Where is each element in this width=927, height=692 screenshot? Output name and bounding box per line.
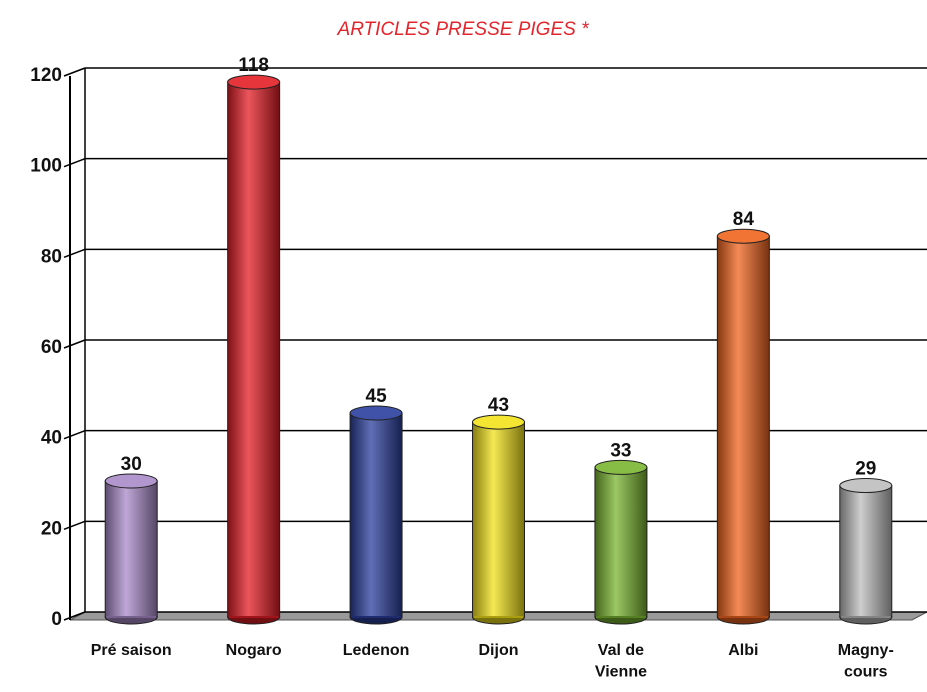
bar (349, 412, 403, 618)
bar-top (716, 228, 770, 244)
y-tick-label: 80 (41, 246, 62, 267)
value-label: 45 (366, 386, 388, 407)
bar (716, 235, 770, 618)
value-label: 30 (121, 454, 142, 475)
value-label: 118 (238, 55, 269, 76)
bar (839, 485, 893, 618)
x-tick-label: Magny-cours (838, 642, 894, 681)
bar-top (594, 459, 648, 475)
tick-mark (63, 520, 86, 531)
tick-mark (63, 67, 86, 77)
bar-top (104, 473, 158, 489)
x-tick-label: Ledenon (343, 642, 410, 659)
bar-cover (840, 616, 891, 618)
bar-cover (473, 616, 524, 618)
bar-top (472, 414, 525, 430)
bar-cover (595, 616, 646, 618)
bar-cover (718, 616, 769, 618)
bar-cover (106, 616, 157, 618)
y-tick-label: 40 (41, 428, 62, 449)
x-tick-label: Val de Vienne (595, 642, 647, 681)
bar-cover (351, 616, 402, 618)
bar-cover (228, 616, 279, 618)
bar-top (227, 74, 281, 90)
x-tick-label: Albi (728, 642, 758, 659)
tick-mark (63, 157, 86, 168)
bar-top (349, 405, 403, 421)
bar (594, 466, 648, 618)
tick-mark (63, 429, 86, 440)
y-tick-label: 100 (30, 156, 62, 177)
bar (227, 81, 281, 618)
x-tick-label: Dijon (479, 642, 519, 659)
value-label: 43 (488, 395, 509, 416)
y-tick-label: 0 (51, 609, 62, 630)
chart-title: ARTICLES PRESSE PIGES * (337, 19, 590, 40)
value-label: 33 (610, 440, 631, 461)
tick-mark (63, 339, 86, 349)
y-tick-label: 120 (30, 65, 62, 86)
bar (472, 421, 525, 618)
value-label: 29 (855, 459, 876, 480)
value-label: 84 (733, 209, 755, 230)
tick-mark (63, 248, 86, 259)
x-tick-label: Pré saison (91, 642, 172, 659)
tick-mark (63, 611, 86, 621)
y-tick-label: 60 (41, 337, 62, 358)
x-tick-label: Nogaro (226, 642, 282, 659)
y-tick-label: 20 (41, 518, 62, 539)
bar-top (839, 478, 893, 494)
bar (104, 480, 158, 618)
